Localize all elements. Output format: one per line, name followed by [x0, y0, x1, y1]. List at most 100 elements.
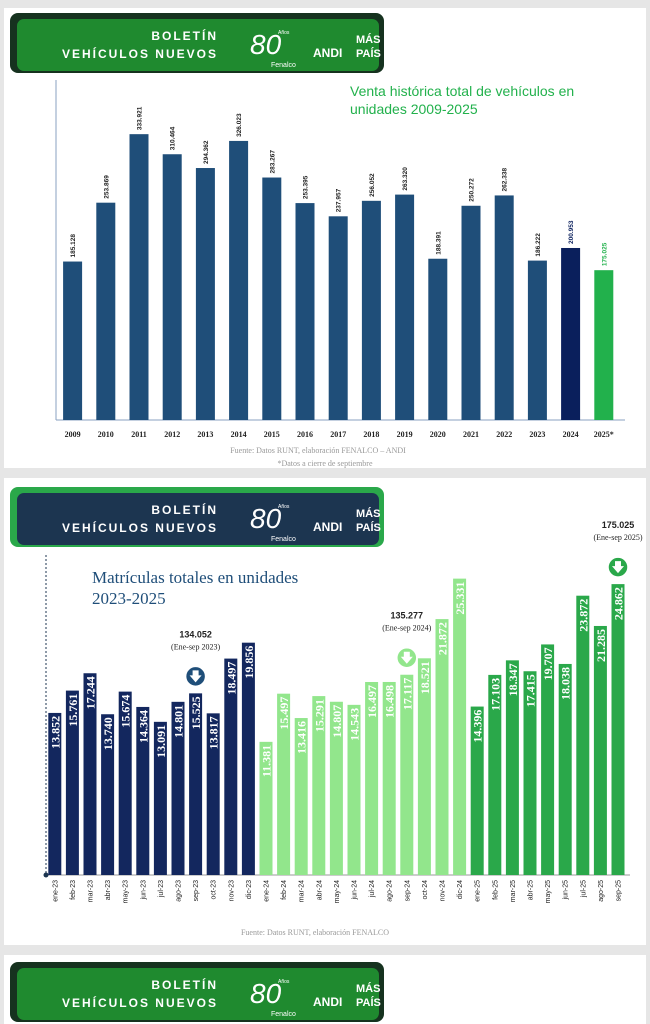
bar — [153, 721, 167, 875]
arrow-icon — [400, 651, 413, 664]
x-tick-label: ago-23 — [176, 880, 183, 902]
logo-mas: MÁS — [356, 982, 380, 995]
value-label: 24.862 — [612, 587, 626, 620]
header-band — [17, 493, 379, 545]
value-label: 175.025 — [601, 242, 608, 266]
value-label: 25.331 — [453, 582, 467, 615]
logo-fenalco: Fenalco — [271, 536, 296, 543]
bar — [241, 642, 255, 875]
annotation: (Ene-sep 2023) — [171, 642, 220, 651]
bar — [312, 696, 326, 875]
logo-mas: MÁS — [356, 33, 380, 46]
annotation: 135.277 — [391, 611, 424, 621]
logo-number: 80 — [250, 29, 282, 60]
bar — [593, 625, 607, 875]
value-label: 23.872 — [576, 599, 590, 632]
value-label: 14.807 — [330, 705, 344, 738]
logo-years: Años — [278, 30, 290, 36]
bar — [453, 578, 467, 875]
value-label: 333.921 — [137, 106, 144, 130]
x-tick-label: 2016 — [297, 430, 313, 439]
logo-years: Años — [278, 979, 290, 985]
x-tick-label: sep-24 — [404, 880, 411, 902]
x-tick-label: 2023 — [529, 430, 545, 439]
value-label: 18.347 — [506, 663, 520, 696]
value-label: 186.222 — [535, 233, 542, 257]
value-label: 200.953 — [568, 220, 575, 244]
bar — [171, 701, 185, 875]
source: Fuente: Datos RUNT, elaboración FENALCO — [241, 928, 389, 937]
bar — [229, 140, 249, 420]
x-tick-label: 2018 — [363, 430, 379, 439]
x-tick-label: 2019 — [397, 430, 413, 439]
arrow-icon — [612, 561, 624, 574]
header-title: VEHÍCULOS NUEVOS — [62, 46, 218, 61]
annotation: 175.025 — [602, 520, 635, 530]
bar — [83, 673, 97, 875]
x-tick-label: ago-24 — [387, 880, 394, 902]
value-label: 13.817 — [207, 716, 221, 749]
bar — [224, 658, 238, 875]
bar — [400, 674, 414, 875]
bar — [417, 658, 431, 875]
x-tick-label: abr-23 — [105, 880, 112, 900]
bar — [136, 706, 150, 875]
x-tick-label: feb-23 — [70, 880, 77, 900]
bar — [461, 205, 481, 420]
x-tick-label: mar-25 — [510, 880, 517, 902]
chart-title: Venta histórica total de vehículos en — [350, 83, 574, 99]
value-label: 185.128 — [70, 234, 77, 258]
x-tick-label: 2009 — [65, 430, 81, 439]
value-label: 17.117 — [400, 678, 414, 710]
x-tick-label: sep-23 — [193, 880, 200, 902]
value-label: 13.740 — [101, 717, 115, 750]
bar — [262, 177, 282, 420]
bar — [277, 693, 291, 875]
x-tick-label: mar-24 — [299, 880, 306, 902]
logo-pais: PAÍS — [356, 521, 381, 534]
value-label: 237.957 — [336, 188, 343, 212]
x-tick-label: nov-24 — [440, 880, 447, 902]
value-label: 188.391 — [435, 231, 442, 255]
x-tick-label: feb-24 — [281, 880, 288, 900]
bar — [505, 660, 519, 875]
x-tick-label: jun-25 — [563, 880, 570, 901]
bar — [294, 718, 308, 875]
x-tick-label: may-24 — [334, 880, 341, 903]
x-tick-label: jul-25 — [580, 880, 587, 898]
header-band — [17, 19, 379, 71]
arrow-icon — [189, 670, 202, 683]
logo-mas: MÁS — [356, 507, 380, 520]
x-tick-label: 2012 — [164, 430, 180, 439]
value-label: 14.396 — [471, 710, 485, 743]
annotation: 134.052 — [179, 629, 212, 639]
value-label: 263.320 — [402, 167, 409, 191]
bar — [295, 203, 315, 420]
header-title: BOLETÍN — [151, 502, 218, 517]
x-tick-label: 2010 — [98, 430, 114, 439]
bar — [329, 701, 343, 875]
bar — [162, 154, 182, 421]
x-tick-label: jun-24 — [352, 880, 359, 901]
x-tick-label: abr-25 — [528, 880, 535, 900]
x-tick-label: 2024 — [563, 430, 579, 439]
header-title: VEHÍCULOS NUEVOS — [62, 520, 218, 535]
bar — [382, 681, 396, 875]
value-label: 14.801 — [172, 705, 186, 738]
value-label: 256.052 — [369, 173, 376, 197]
x-tick-label: nov-23 — [228, 880, 235, 902]
x-tick-label: 2013 — [197, 430, 213, 439]
bar — [118, 691, 132, 875]
bar — [65, 690, 79, 875]
value-label: 294.362 — [203, 140, 210, 164]
x-tick-label: 2021 — [463, 430, 479, 439]
value-label: 15.497 — [277, 697, 291, 730]
value-label: 21.285 — [594, 629, 608, 662]
logo-number: 80 — [250, 978, 282, 1009]
x-tick-label: 2025* — [594, 430, 614, 439]
bar — [48, 712, 62, 875]
x-tick-label: jun-23 — [140, 880, 147, 901]
